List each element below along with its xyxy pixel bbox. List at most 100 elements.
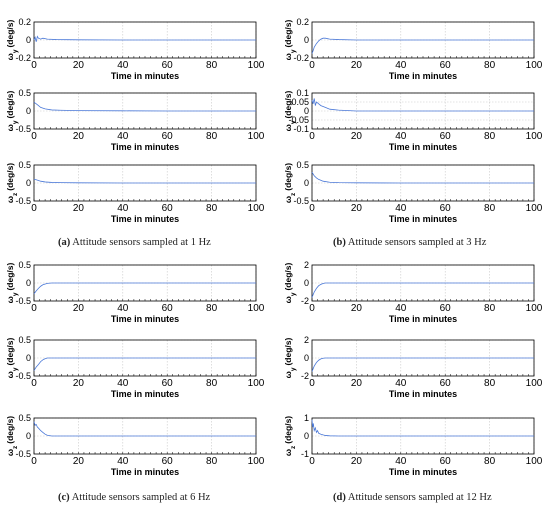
y-axis-label-symbol: ω [5, 296, 15, 303]
x-tick-label: 0 [31, 60, 37, 71]
y-axis-label-subscript: y [12, 120, 19, 124]
series-line [311, 98, 534, 112]
y-axis-label-symbol: ω [5, 124, 15, 131]
series-line [33, 35, 256, 42]
y-tick-label: -0.5 [15, 449, 31, 459]
caption-b-text: Attitude sensors sampled at 3 Hz [347, 237, 487, 248]
x-tick-label: 80 [206, 456, 218, 467]
series-line [311, 419, 534, 437]
y-axis-label-units: (deg/s) [5, 20, 15, 48]
y-axis-label-subscript: y [12, 367, 19, 371]
x-tick-label: 100 [248, 131, 265, 142]
x-axis-label: Time in minutes [111, 314, 179, 324]
y-axis-label-subscript: z [290, 445, 297, 449]
x-tick-label: 40 [395, 60, 407, 71]
y-tick-label: 0 [26, 106, 31, 116]
y-tick-label: -0.05 [288, 115, 309, 125]
y-tick-label: 0 [26, 353, 31, 363]
y-axis-label-subscript: z [290, 192, 297, 196]
y-tick-label: 0 [304, 35, 309, 45]
caption-c-tag: (c) [58, 492, 70, 503]
x-tick-label: 40 [117, 203, 129, 214]
x-tick-label: 20 [73, 60, 85, 71]
x-tick-label: 60 [162, 60, 174, 71]
y-axis-label-symbol: ω [5, 53, 15, 60]
x-axis-label: Time in minutes [389, 389, 457, 399]
x-tick-label: 80 [484, 378, 496, 389]
x-tick-label: 80 [484, 131, 496, 142]
y-axis-label: ωy(deg/s) [5, 338, 19, 379]
y-axis-label-units: (deg/s) [283, 20, 293, 48]
caption-d-text: Attitude sensors sampled at 12 Hz [347, 492, 492, 503]
y-tick-label: -0.5 [15, 371, 31, 381]
x-tick-label: 60 [440, 378, 452, 389]
x-axis-label: Time in minutes [389, 142, 457, 152]
y-tick-label: 0 [304, 353, 309, 363]
x-tick-label: 80 [206, 60, 218, 71]
y-tick-label: 0 [304, 278, 309, 288]
y-axis-label-subscript: y [12, 49, 19, 53]
y-tick-label: 0 [304, 431, 309, 441]
x-tick-label: 100 [526, 456, 543, 467]
series-line [311, 282, 534, 298]
y-tick-label: -0.5 [15, 124, 31, 134]
x-tick-label: 40 [395, 303, 407, 314]
y-axis-label-symbol: ω [5, 196, 15, 203]
y-axis-label: ωy(deg/s) [5, 91, 19, 132]
caption-a-text: Attitude sensors sampled at 1 Hz [72, 237, 211, 248]
y-tick-label: -2 [301, 296, 309, 306]
x-tick-label: 20 [351, 456, 363, 467]
y-axis-label: ωy(deg/s) [283, 263, 297, 304]
y-axis-label-units: (deg/s) [5, 91, 15, 119]
x-tick-label: 80 [206, 303, 218, 314]
y-tick-label: 0 [304, 106, 309, 116]
y-tick-label: 2 [304, 335, 309, 345]
x-axis-label: Time in minutes [111, 214, 179, 224]
x-tick-label: 0 [31, 378, 37, 389]
x-tick-label: 100 [248, 456, 265, 467]
caption-c: (c) Attitude sensors sampled at 6 Hz [58, 492, 210, 503]
series-line [33, 179, 256, 184]
y-tick-label: -0.2 [293, 53, 309, 63]
caption-b: (b) Attitude sensors sampled at 3 Hz [333, 237, 486, 248]
y-axis-label-units: (deg/s) [5, 163, 15, 191]
x-tick-label: 60 [440, 303, 452, 314]
caption-c-text: Attitude sensors sampled at 6 Hz [71, 492, 211, 503]
x-tick-label: 0 [309, 378, 315, 389]
y-axis-label-symbol: ω [5, 449, 15, 456]
y-tick-label: -0.5 [293, 196, 309, 206]
y-tick-label: -2 [301, 371, 309, 381]
x-tick-label: 60 [440, 203, 452, 214]
x-tick-label: 60 [162, 303, 174, 314]
y-tick-label: 0.05 [291, 97, 309, 107]
x-tick-label: 0 [31, 303, 37, 314]
y-axis-label-subscript: z [12, 445, 19, 449]
y-tick-label: -1 [301, 449, 309, 459]
x-tick-label: 60 [440, 131, 452, 142]
y-axis-label: ωz(deg/s) [283, 416, 297, 456]
x-tick-label: 100 [526, 378, 543, 389]
x-tick-label: 20 [73, 378, 85, 389]
x-tick-label: 100 [248, 203, 265, 214]
y-axis-label-subscript: y [290, 292, 297, 296]
y-axis-label-subscript: y [290, 120, 297, 124]
x-tick-label: 80 [484, 203, 496, 214]
x-tick-label: 80 [206, 378, 218, 389]
series-line [311, 357, 534, 372]
series-line [33, 421, 256, 437]
y-axis-label-symbol: ω [283, 124, 293, 131]
x-tick-label: 60 [162, 378, 174, 389]
x-tick-label: 0 [309, 303, 315, 314]
y-tick-label: 0.5 [18, 160, 31, 170]
caption-b-tag: (b) [333, 237, 346, 248]
x-axis-label: Time in minutes [389, 314, 457, 324]
y-tick-label: 0.5 [296, 160, 309, 170]
x-tick-label: 60 [162, 131, 174, 142]
x-tick-label: 100 [526, 131, 543, 142]
series-line [311, 171, 534, 184]
